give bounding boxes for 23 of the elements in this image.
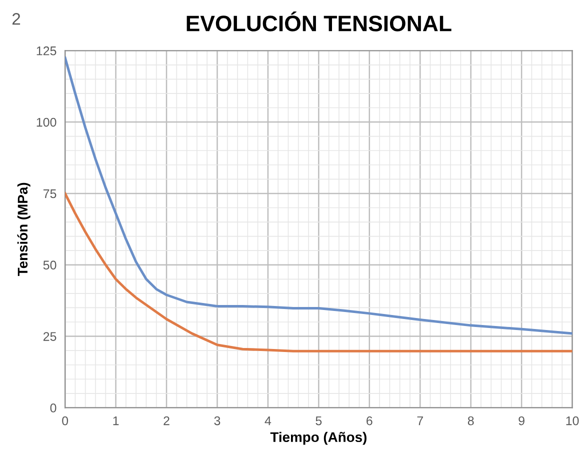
x-tick-label: 5 xyxy=(316,416,322,426)
x-tick-label: 9 xyxy=(518,416,524,426)
x-tick-label: 1 xyxy=(113,416,119,426)
x-tick-label: 10 xyxy=(566,416,579,426)
y-tick-label: 100 xyxy=(36,118,56,127)
chart-title: EVOLUCIÓN TENSIONAL xyxy=(186,11,452,32)
y-tick-label: 50 xyxy=(43,260,56,270)
x-tick-label: 8 xyxy=(468,416,474,426)
x-tick-label: 3 xyxy=(214,416,220,426)
y-tick-label: 25 xyxy=(43,332,56,341)
line-series xyxy=(65,56,572,335)
y-tick-label: 125 xyxy=(36,46,56,56)
x-axis-title: Tiempo (Años) xyxy=(270,432,366,445)
x-tick-label: 4 xyxy=(264,416,272,426)
x-tick-label: 0 xyxy=(62,416,68,426)
x-tick-label: 6 xyxy=(366,416,372,426)
y-tick-label: 75 xyxy=(43,189,56,198)
line-series xyxy=(65,192,572,352)
y-tick-label: 0 xyxy=(50,404,56,412)
y-axis-title: Tensión (MPa) xyxy=(17,182,30,276)
x-tick-label: 2 xyxy=(164,416,170,426)
x-tick-label: 7 xyxy=(417,416,423,426)
text: 2 xyxy=(12,13,20,25)
